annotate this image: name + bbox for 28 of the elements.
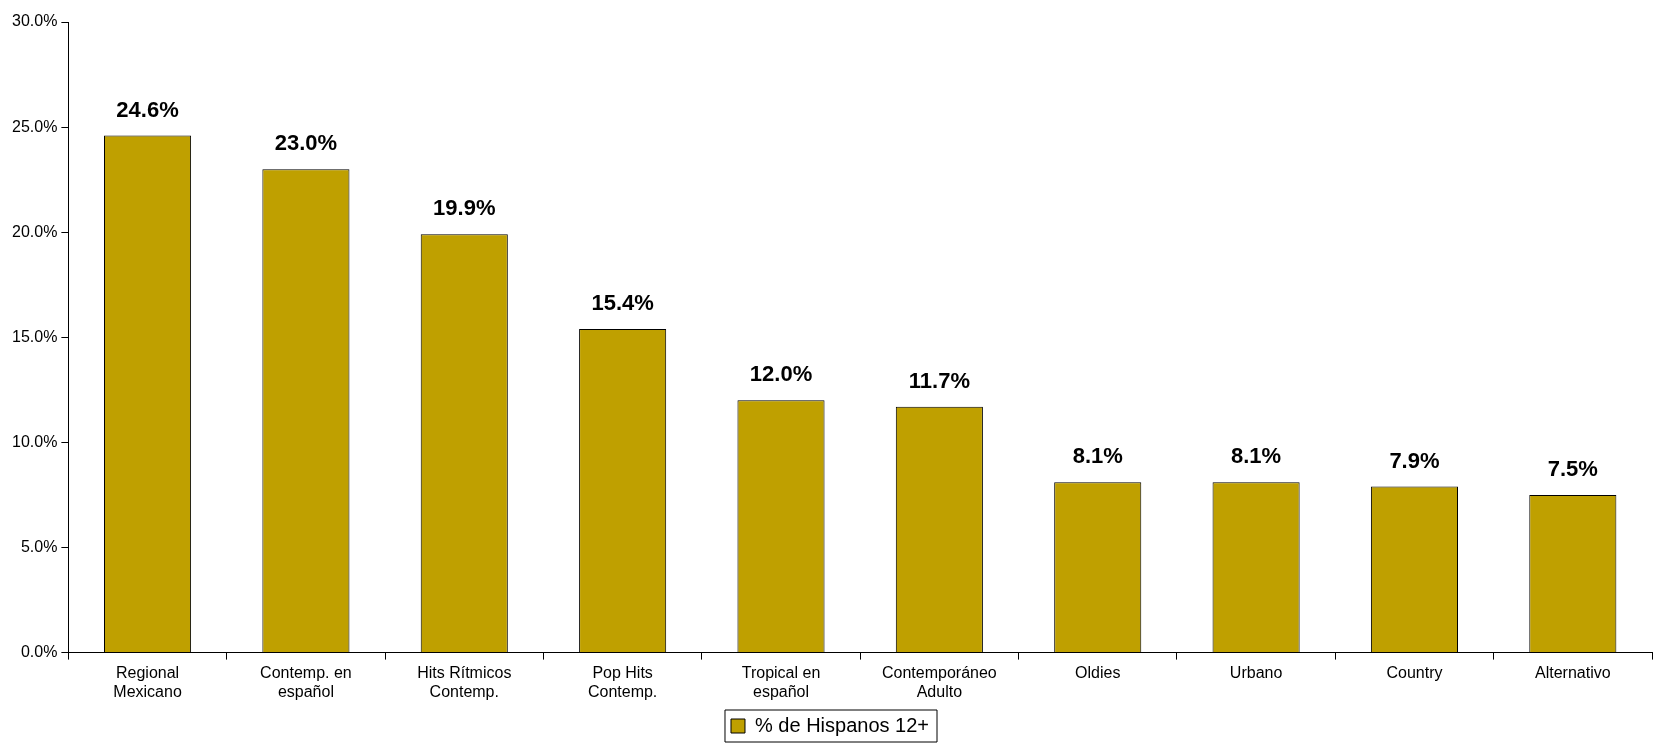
data-label: 8.1% [1231,443,1282,469]
x-tick-label: Pop Hits Contemp. [587,663,658,700]
y-tick-label: 30.0% [11,12,58,30]
data-label: 15.4% [591,289,654,315]
x-tick-label: Regional Mexicano [113,663,182,700]
y-tick-label: 20.0% [11,222,58,240]
data-label: 8.1% [1072,443,1123,469]
data-label: 11.7% [908,367,970,393]
y-tick-label: 5.0% [20,537,58,555]
y-tick-label: 25.0% [11,117,58,135]
data-label: 24.6% [116,96,179,122]
x-tick-label: Tropical en español [741,663,821,700]
data-label: 19.9% [433,195,496,221]
x-tick-label: Hits Rítmicos Contemp. [417,663,512,700]
y-tick-label: 10.0% [11,432,58,450]
data-label: 7.9% [1389,447,1440,473]
data-label: 12.0% [749,361,813,387]
data-label: 23.0% [274,130,338,156]
x-tick-label: Contemp. en español [260,663,352,700]
y-tick-label: 0.0% [20,643,58,661]
y-tick-label: 15.0% [11,327,58,345]
legend-label: % de Hispanos 12+ [755,713,930,736]
x-tick-label: Contemporáneo Adulto [881,663,997,700]
data-label: 7.5% [1547,456,1598,482]
x-tick-label: Country [1386,663,1443,681]
x-tick-label: Oldies [1075,663,1121,681]
x-tick-label: Urbano [1229,663,1283,681]
x-tick-label: Alternativo [1535,663,1611,681]
